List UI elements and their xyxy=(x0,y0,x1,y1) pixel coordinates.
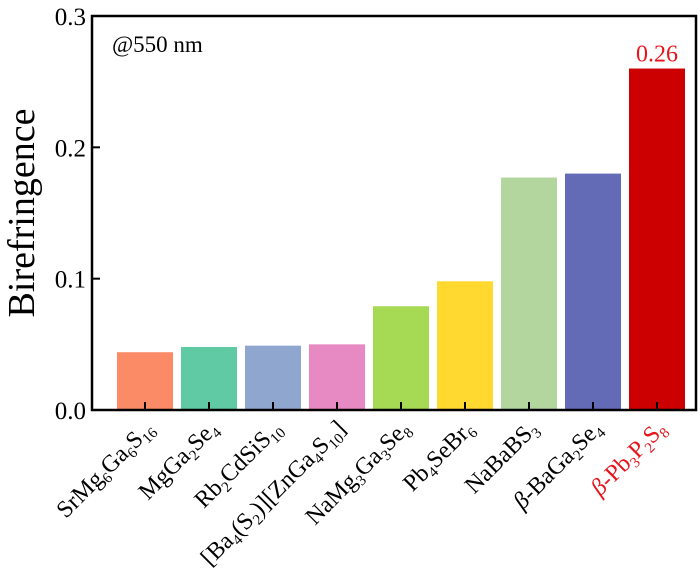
y-tick-label: 0.0 xyxy=(55,398,86,425)
category-label: SrMg6​Ga6​S16​ xyxy=(52,416,162,526)
plot-frame xyxy=(90,14,698,412)
bar xyxy=(629,68,685,411)
bar-value-label: 0.26 xyxy=(636,42,678,68)
bar xyxy=(565,173,621,410)
category-label: β-Pb3​P2​S8​ xyxy=(585,416,673,504)
y-tick-label: 0.1 xyxy=(55,267,86,294)
category-label: NaMg3​Ga3​Se8​ xyxy=(301,416,418,533)
wavelength-annotation: @550 nm xyxy=(112,32,203,57)
x-axis-ticks xyxy=(144,402,658,410)
bar xyxy=(309,344,365,410)
bar xyxy=(437,281,493,410)
bar xyxy=(245,345,301,410)
y-axis-title: Birefringence xyxy=(1,109,43,318)
category-labels: SrMg6​Ga6​S16​MgGa2​Se4​Rb2​CdSiS10​[Ba4… xyxy=(52,416,674,571)
y-tick-label: 0.3 xyxy=(55,4,86,31)
bar xyxy=(181,346,237,410)
bar xyxy=(117,352,173,410)
y-tick-label: 0.2 xyxy=(55,135,86,162)
bars-group xyxy=(117,68,685,411)
bar xyxy=(501,177,557,410)
value-labels: 0.26 xyxy=(636,42,678,68)
bar xyxy=(373,306,429,410)
